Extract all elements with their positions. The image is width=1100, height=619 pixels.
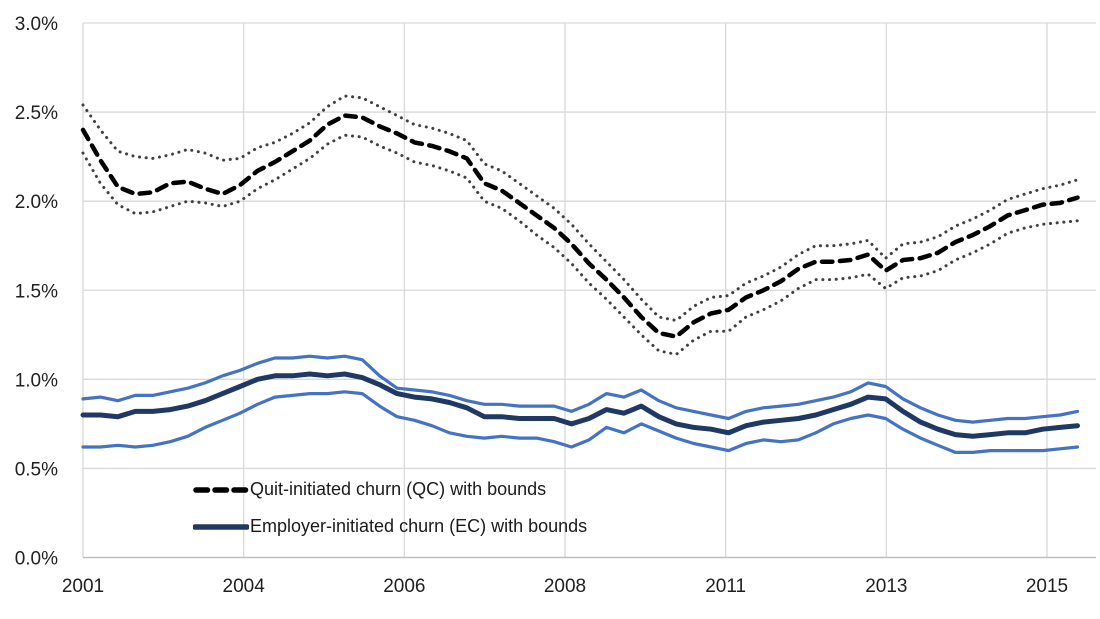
qc-lower-bound-line [81, 133, 1079, 356]
chart-legend: Quit-initiated churn (QC) with bounds Em… [193, 471, 587, 545]
legend-row-ec: Employer-initiated churn (EC) with bound… [193, 508, 587, 545]
x-tick-label: 2001 [62, 576, 104, 597]
x-tick-label: 2013 [865, 576, 907, 597]
data-series-lines [80, 94, 1080, 454]
x-tick-label: 2004 [223, 576, 266, 597]
x-axis-tick-labels: 2001 2004 2006 2008 2011 2013 2015 [62, 576, 1068, 597]
legend-row-qc: Quit-initiated churn (QC) with bounds [193, 471, 587, 508]
y-tick-label: 0.0% [15, 549, 58, 570]
x-tick-label: 2006 [383, 576, 425, 597]
y-tick-label: 1.5% [15, 281, 58, 302]
x-tick-label: 2008 [544, 576, 586, 597]
y-tick-label: 2.5% [15, 103, 58, 124]
gridlines [82, 22, 1096, 559]
y-tick-label: 2.0% [15, 192, 58, 213]
ec-upper-bound-line [81, 354, 1080, 424]
y-tick-label: 3.0% [15, 14, 58, 35]
legend-label-ec: Employer-initiated churn (EC) with bound… [250, 516, 588, 536]
qc-center-line [80, 113, 1080, 339]
y-tick-label: 1.0% [15, 370, 58, 391]
legend-label-qc: Quit-initiated churn (QC) with bounds [250, 479, 547, 499]
ec-center-line [80, 371, 1080, 439]
y-tick-label: 0.5% [15, 459, 58, 480]
qc-dashed-line-marker [193, 486, 249, 493]
x-tick-label: 2011 [705, 576, 746, 597]
qc-upper-bound-line [81, 94, 1079, 322]
ec-lower-bound-line [81, 390, 1080, 454]
x-tick-label: 2015 [1026, 576, 1068, 597]
ec-solid-line-marker [193, 523, 249, 530]
y-axis-tick-labels: 0.0% 0.5% 1.0% 1.5% 2.0% 2.5% 3.0% [15, 14, 58, 570]
